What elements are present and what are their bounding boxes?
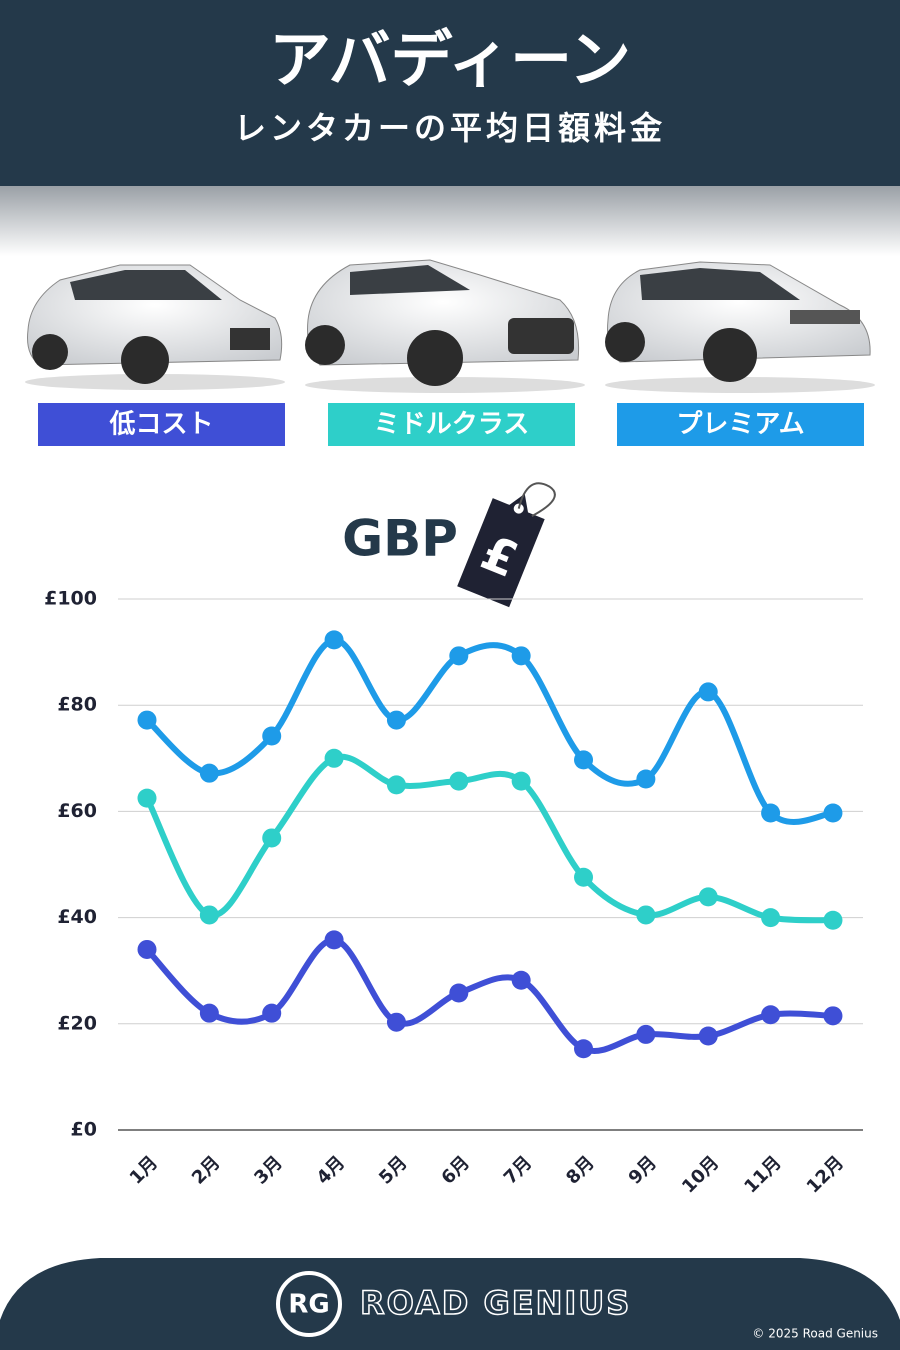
logo-ring [276, 1271, 342, 1337]
data-point [823, 910, 843, 930]
y-tick-label: £0 [71, 1119, 97, 1141]
legend-label: プレミアム [676, 410, 804, 440]
data-point [262, 828, 282, 848]
legend-swatch [617, 403, 864, 446]
data-point [698, 682, 718, 702]
car-suv [305, 259, 585, 393]
legend-label: ミドルクラス [374, 410, 529, 440]
data-point [262, 726, 282, 746]
price-tag: £ [457, 482, 556, 608]
data-point [698, 1026, 718, 1046]
data-point [386, 710, 406, 730]
data-point [574, 750, 594, 770]
data-point [698, 887, 718, 907]
data-point [511, 970, 531, 990]
data-point [823, 1006, 843, 1026]
data-point [636, 769, 656, 789]
data-point [386, 775, 406, 795]
y-tick-label: £100 [44, 588, 97, 610]
data-point [449, 983, 469, 1003]
y-tick-label: £20 [57, 1012, 97, 1034]
data-point [199, 1003, 219, 1023]
y-tick-label: £60 [57, 800, 97, 822]
logo: RG [288, 1290, 329, 1320]
data-point [574, 867, 594, 887]
data-point [449, 771, 469, 791]
legend-swatch [38, 403, 285, 446]
data-point [636, 905, 656, 925]
data-point [137, 939, 157, 959]
data-point [324, 930, 344, 950]
title: アバディーン [269, 23, 631, 96]
data-point [137, 710, 157, 730]
header-shadow [0, 186, 900, 256]
data-point [511, 771, 531, 791]
data-point [761, 1005, 781, 1025]
subtitle: レンタカーの平均日額料金 [234, 109, 666, 147]
legend-swatch [328, 403, 575, 446]
currency-label: GBP [342, 510, 458, 568]
copyright: © 2025 Road Genius [752, 1327, 878, 1341]
data-point [511, 646, 531, 666]
brand: ROAD GENIUS [360, 1284, 631, 1322]
data-point [324, 630, 344, 650]
y-tick-label: £40 [57, 906, 97, 928]
data-point [761, 803, 781, 823]
footer-band [0, 1258, 900, 1350]
data-point [262, 1003, 282, 1023]
data-point [386, 1012, 406, 1032]
data-point [574, 1039, 594, 1059]
data-point [199, 905, 219, 925]
data-point [636, 1024, 656, 1044]
data-point [761, 908, 781, 928]
legend-label: 低コスト [108, 410, 213, 440]
header-band [0, 0, 900, 186]
data-point [199, 763, 219, 783]
y-tick-label: £80 [57, 694, 97, 716]
car-hatchback [25, 264, 285, 390]
data-point [137, 788, 157, 808]
data-point [823, 803, 843, 823]
data-point [324, 748, 344, 768]
car-premium-suv [605, 261, 875, 393]
data-point [449, 646, 469, 666]
